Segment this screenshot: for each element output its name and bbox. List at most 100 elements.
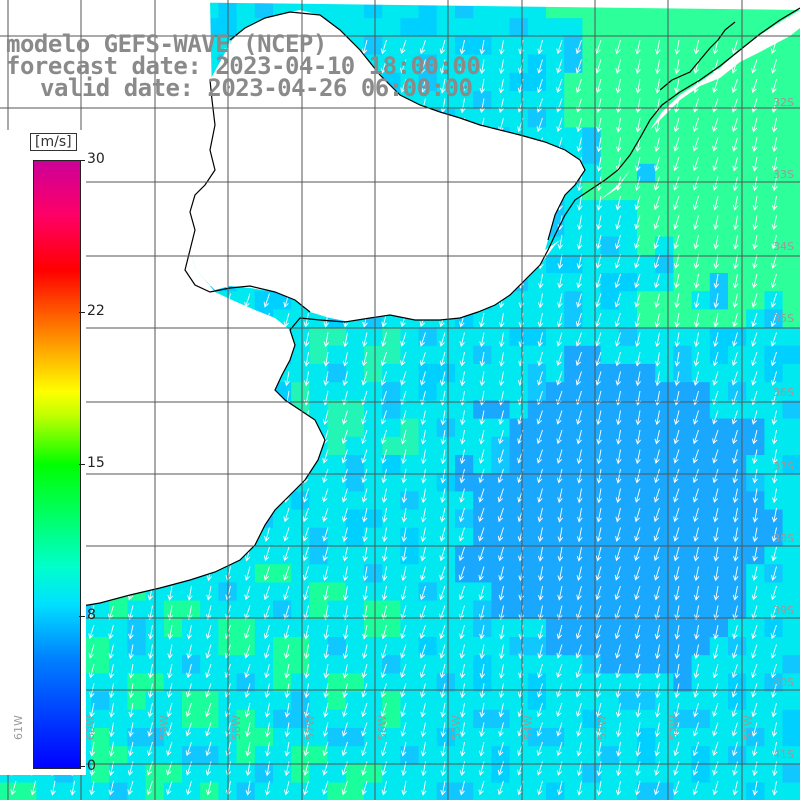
field-cell (309, 691, 329, 711)
field-cell (400, 527, 420, 547)
field-cell (309, 782, 329, 800)
field-cell (600, 382, 620, 401)
wind-arrow (536, 78, 543, 94)
field-cell (582, 236, 602, 256)
field-cell (327, 709, 347, 729)
wind-arrow (653, 780, 660, 796)
wind-arrow (537, 59, 543, 74)
field-cell (655, 18, 674, 37)
wind-arrow (536, 468, 543, 484)
field-cell (473, 473, 492, 492)
wind-arrow (634, 507, 641, 523)
field-cell (400, 546, 420, 565)
field-cell (655, 382, 674, 401)
field-cell (782, 728, 800, 747)
wind-arrow (498, 663, 505, 679)
field-cell (400, 691, 420, 711)
field-cell (382, 746, 401, 765)
field-cell (91, 673, 110, 693)
wind-arrow (771, 741, 778, 757)
wind-arrow (751, 312, 758, 328)
wind-arrow (264, 527, 270, 542)
field-cell (546, 709, 565, 729)
wind-arrow (419, 663, 426, 679)
wind-arrow (479, 410, 485, 426)
field-cell (418, 364, 438, 383)
field-cell (782, 637, 800, 656)
wind-arrow (712, 410, 719, 425)
wind-arrow (576, 98, 582, 113)
field-cell (782, 236, 800, 256)
wind-arrow (634, 605, 641, 620)
field-cell (673, 273, 693, 292)
lon-label: 52W (668, 715, 681, 740)
field-cell (327, 364, 347, 383)
field-cell (327, 345, 347, 365)
wind-arrow (673, 449, 680, 464)
field-cell (600, 18, 620, 37)
field-cell (236, 637, 256, 656)
field-cell (418, 527, 438, 547)
field-cell (546, 418, 565, 438)
wind-arrow (770, 293, 777, 308)
field-cell (546, 728, 565, 747)
wind-arrow (420, 566, 426, 581)
wind-arrow (615, 488, 622, 504)
field-cell (564, 655, 583, 674)
field-cell (564, 72, 583, 92)
field-cell (509, 709, 529, 729)
field-cell (382, 600, 401, 620)
wind-arrow (576, 566, 583, 582)
wind-arrow (673, 741, 680, 757)
wind-arrow (732, 624, 738, 640)
field-cell (782, 273, 800, 292)
field-cell (782, 345, 800, 365)
field-cell (182, 673, 201, 693)
wind-arrow (693, 663, 700, 679)
wind-arrow (616, 117, 622, 133)
forecast-date: forecast date: 2023-04-10 18:00:00 (6, 52, 481, 80)
wind-arrow (635, 410, 642, 426)
field-cell (309, 637, 329, 656)
field-cell (546, 364, 565, 383)
field-cell (364, 455, 383, 474)
wind-arrow (479, 722, 485, 738)
field-cell (473, 637, 492, 656)
wind-arrow (479, 702, 485, 718)
field-cell (418, 400, 438, 420)
field-cell (291, 527, 310, 547)
field-cell (436, 527, 456, 547)
field-cell (728, 145, 747, 165)
wind-arrow (458, 585, 465, 601)
wind-arrow (478, 507, 485, 523)
wind-arrow (381, 566, 388, 582)
field-cell (109, 709, 128, 729)
wind-arrow (596, 507, 602, 523)
field-cell (455, 36, 474, 56)
field-cell (527, 746, 547, 765)
wind-arrow (596, 156, 603, 172)
wind-arrow (634, 546, 641, 562)
wind-arrow (537, 332, 543, 348)
field-cell (382, 618, 401, 638)
field-cell (673, 200, 693, 219)
wind-arrow (556, 702, 563, 718)
wind-arrow (420, 429, 427, 445)
wind-arrow (380, 741, 387, 757)
field-cell (564, 218, 583, 238)
wind-arrow (712, 78, 719, 94)
field-cell (436, 54, 456, 74)
field-cell (400, 709, 420, 729)
wind-arrow (654, 410, 661, 426)
field-cell (600, 509, 620, 529)
field-cell (600, 673, 620, 693)
field-cell (746, 655, 765, 674)
field-cell (509, 36, 529, 56)
field-cell (600, 491, 620, 511)
wind-arrow (245, 780, 252, 796)
wind-arrow (88, 663, 95, 679)
wind-arrow (439, 546, 446, 562)
wind-arrow (537, 605, 544, 621)
field-cell (655, 455, 674, 474)
lat-label: 37S (773, 460, 794, 473)
